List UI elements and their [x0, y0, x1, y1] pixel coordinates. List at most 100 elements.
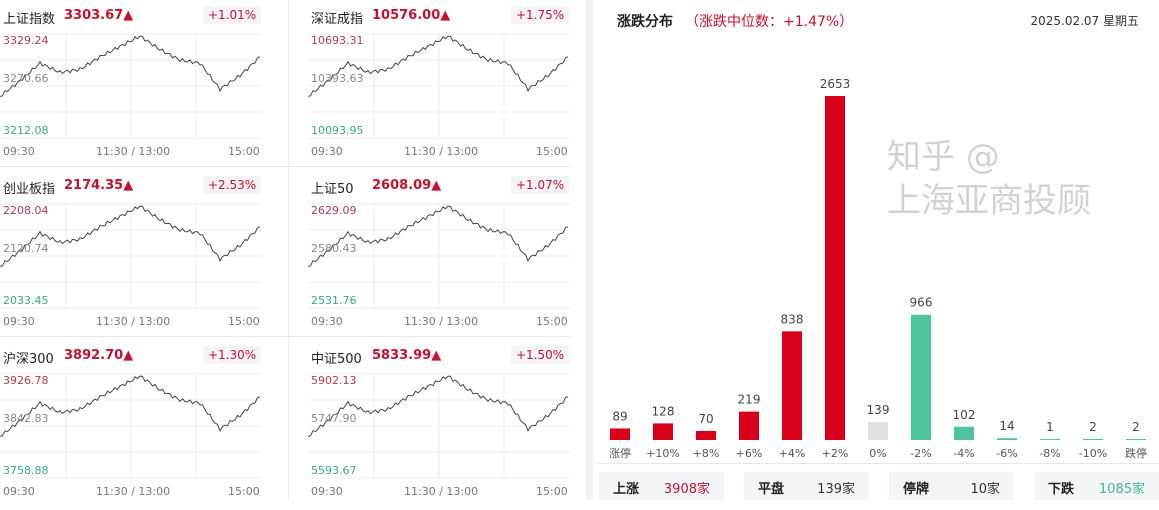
time-end: 15:00	[536, 145, 568, 158]
time-mid: 11:30 / 13:00	[404, 145, 479, 158]
bar-category: -2%	[910, 447, 931, 460]
bar-value: 89	[612, 409, 627, 423]
index-name: 深证成指	[311, 12, 364, 27]
index-name: 创业板指	[3, 182, 56, 197]
summary-label: 平盘	[758, 482, 785, 497]
price-line	[308, 205, 569, 267]
bar-category: +8%	[693, 447, 720, 460]
mid-label: 2120.74	[3, 242, 49, 255]
bar-category: 0%	[869, 447, 886, 460]
high-label: 3926.78	[3, 374, 49, 387]
index-price: 10576.00▲	[372, 8, 451, 23]
bar	[1083, 439, 1103, 440]
bar-category: -4%	[953, 447, 974, 460]
low-label: 3212.08	[3, 124, 49, 137]
index-price: 5833.99▲	[372, 348, 442, 363]
index-card[interactable]: 深证成指 10576.00▲ +1.75% 10693.31 10393.63 …	[308, 0, 598, 170]
bar-category: +4%	[779, 447, 806, 460]
mid-label: 5747.90	[311, 412, 357, 425]
bar	[911, 314, 931, 440]
bar-value: 838	[781, 312, 804, 326]
distribution-panel: 涨跌分布 （涨跌中位数：+1.47%） 2025.02.07 星期五 89 涨停 1…	[597, 0, 1159, 500]
bar-value: 70	[698, 412, 713, 426]
price-line	[308, 375, 569, 437]
bar	[1126, 439, 1146, 440]
bar-category: -10%	[1079, 447, 1107, 460]
divider	[585, 0, 593, 500]
intraday-chart	[308, 373, 570, 479]
bar-value: 966	[910, 296, 933, 310]
summary-label: 下跌	[1048, 482, 1075, 497]
time-start: 09:30	[311, 485, 343, 498]
summary-label: 上涨	[613, 482, 640, 497]
price-line	[0, 375, 261, 437]
high-label: 2208.04	[3, 204, 49, 217]
summary-box: 上涨 3908家	[599, 472, 724, 500]
summary-box: 平盘 139家	[744, 472, 869, 500]
bar-category: 涨停	[609, 446, 631, 460]
intraday-chart	[0, 373, 262, 479]
mid-label: 3270.66	[3, 72, 49, 85]
index-card[interactable]: 上证50 2608.09▲ +1.07% 2629.09 2580.43 253…	[308, 170, 598, 340]
intraday-chart	[308, 33, 570, 139]
time-mid: 11:30 / 13:00	[404, 315, 479, 328]
high-label: 2629.09	[311, 204, 357, 217]
summary-value: 1085家	[1098, 482, 1145, 497]
bar	[610, 428, 630, 440]
summary-label: 停牌	[903, 482, 930, 497]
index-card[interactable]: 创业板指 2174.35▲ +2.53% 2208.04 2120.74 203…	[0, 170, 290, 340]
watermark: 知乎 @上海亚商投顾	[887, 137, 1091, 221]
median-change: （涨跌中位数：+1.47%）	[685, 14, 854, 30]
summary-box: 停牌 10家	[889, 472, 1014, 500]
index-name: 沪深300	[3, 352, 54, 367]
bar-category: +2%	[822, 447, 849, 460]
bar-category: +10%	[646, 447, 680, 460]
time-end: 15:00	[228, 485, 260, 498]
index-name: 上证指数	[3, 12, 56, 27]
price-line	[308, 35, 569, 97]
price-line	[0, 205, 261, 267]
bar	[696, 430, 716, 440]
bar-category: -6%	[996, 447, 1017, 460]
high-label: 3329.24	[3, 34, 49, 47]
bar-value: 139	[867, 403, 890, 417]
summary-value: 10家	[970, 482, 1000, 497]
low-label: 3758.88	[3, 464, 49, 477]
bar-value: 128	[652, 404, 675, 418]
bar	[997, 438, 1017, 440]
bar	[739, 411, 759, 440]
mid-label: 10393.63	[311, 72, 364, 85]
bar-value: 2653	[820, 77, 851, 91]
index-card[interactable]: 沪深300 3892.70▲ +1.30% 3926.78 3842.83 37…	[0, 340, 290, 510]
high-label: 5902.13	[311, 374, 357, 387]
divider	[0, 336, 570, 337]
divider	[288, 0, 289, 500]
index-name: 中证500	[311, 352, 362, 367]
high-label: 10693.31	[311, 34, 364, 47]
index-card[interactable]: 中证500 5833.99▲ +1.50% 5902.13 5747.90 55…	[308, 340, 598, 510]
bar-value: 2	[1132, 420, 1140, 434]
time-start: 09:30	[3, 145, 35, 158]
index-price: 2174.35▲	[64, 178, 134, 193]
time-end: 15:00	[228, 315, 260, 328]
bar-value: 102	[953, 408, 976, 422]
time-start: 09:30	[311, 315, 343, 328]
low-label: 5593.67	[311, 464, 357, 477]
time-mid: 11:30 / 13:00	[96, 485, 171, 498]
bar-value: 14	[999, 419, 1014, 433]
index-price: 3303.67▲	[64, 8, 134, 23]
index-change: +1.01%	[203, 6, 262, 24]
intraday-chart	[0, 203, 262, 309]
price-line	[0, 35, 261, 97]
index-change: +1.30%	[203, 346, 262, 364]
mid-label: 3842.83	[3, 412, 49, 425]
summary-value: 139家	[817, 482, 855, 497]
index-name: 上证50	[311, 182, 354, 197]
index-price: 2608.09▲	[372, 178, 442, 193]
low-label: 10093.95	[311, 124, 364, 137]
time-end: 15:00	[536, 315, 568, 328]
index-change: +2.53%	[203, 176, 262, 194]
index-card[interactable]: 上证指数 3303.67▲ +1.01% 3329.24 3270.66 321…	[0, 0, 290, 170]
divider	[0, 166, 570, 167]
bar-category: 跌停	[1125, 446, 1147, 460]
